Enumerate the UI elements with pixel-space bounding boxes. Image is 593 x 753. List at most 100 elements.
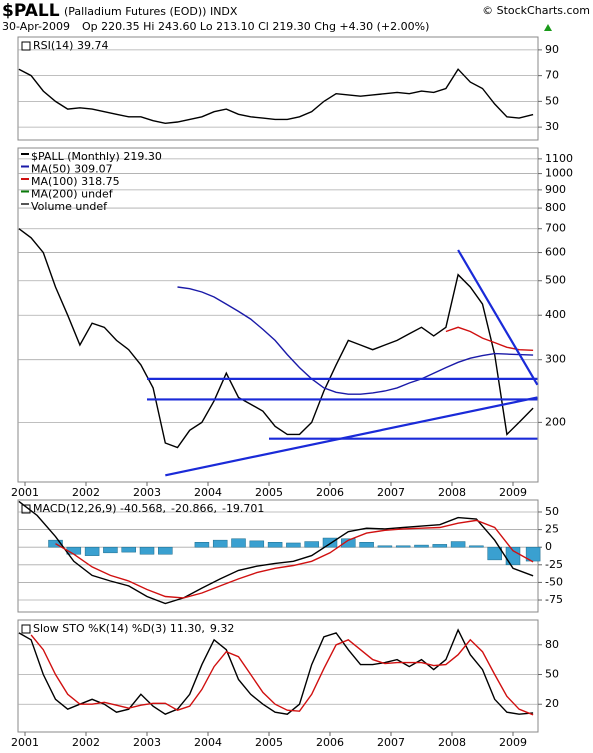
- legend-label: MA(200) undef: [31, 188, 114, 201]
- series-line: [18, 628, 534, 715]
- y-tick-label: 600: [545, 246, 566, 259]
- y-tick-label: 800: [545, 201, 566, 214]
- legend-label: 9.32: [210, 622, 235, 635]
- histogram-bar: [231, 538, 246, 548]
- x-tick-label: 2004: [194, 486, 222, 499]
- date: 30-Apr-2009: [2, 20, 70, 33]
- histogram-bar: [158, 546, 173, 555]
- y-tick-label: 80: [545, 638, 559, 651]
- histogram-bar: [377, 545, 393, 548]
- x-tick-label: 2006: [316, 736, 344, 749]
- histogram-bar: [450, 541, 466, 548]
- legend-swatch: [21, 165, 29, 168]
- x-tick-label: 2008: [438, 486, 466, 499]
- histogram-bar: [103, 546, 118, 554]
- histogram-bar: [139, 546, 155, 555]
- y-tick-label: 1100: [545, 152, 573, 165]
- up-arrow: [544, 24, 552, 31]
- y-tick-label: 500: [545, 274, 566, 287]
- histogram-bar: [525, 546, 541, 562]
- legend-swatch: [21, 178, 29, 180]
- x-tick-label: 2004: [194, 736, 222, 749]
- trendline: [457, 249, 539, 386]
- series-line: [18, 68, 534, 125]
- legend-label: Slow STO %K(14) %D(3) 11.30,: [33, 622, 205, 635]
- y-tick-label: 0: [545, 540, 552, 553]
- y-tick-label: 30: [545, 120, 559, 133]
- y-tick-label: 50: [545, 505, 559, 518]
- series-line: [18, 228, 534, 449]
- histogram-bar: [286, 542, 301, 548]
- description: (Palladium Futures (EOD)) INDX: [64, 5, 238, 18]
- x-tick-label: 2007: [377, 736, 405, 749]
- x-tick-label: 2008: [438, 736, 466, 749]
- legend-swatch: [21, 41, 31, 51]
- x-tick-label: 2002: [72, 736, 100, 749]
- panel-frame: [17, 619, 539, 733]
- x-tick-label: 2007: [377, 486, 405, 499]
- histogram-bar: [84, 546, 100, 556]
- histogram-bar: [414, 544, 429, 548]
- x-tick-label: 2009: [499, 736, 527, 749]
- x-tick-label: 2009: [499, 486, 527, 499]
- series-line: [18, 500, 534, 605]
- legend-label: Volume undef: [31, 200, 108, 213]
- series-line: [177, 286, 534, 395]
- panel-frame: [17, 36, 539, 141]
- histogram-bar: [432, 544, 448, 548]
- legend-swatch: [21, 153, 29, 155]
- histogram-bar: [194, 542, 210, 548]
- histogram-bar: [121, 546, 136, 553]
- y-tick-label: 90: [545, 43, 559, 56]
- histogram-bar: [395, 545, 411, 548]
- histogram-bar: [249, 540, 265, 548]
- histogram-bar: [212, 539, 228, 548]
- histogram-bar: [267, 542, 283, 548]
- trendline: [165, 396, 538, 477]
- legend-swatch: [21, 624, 31, 634]
- series-line: [30, 634, 534, 716]
- legend-swatch: [21, 504, 31, 514]
- y-tick-label: 200: [545, 415, 566, 428]
- y-tick-label: -50: [545, 575, 563, 588]
- legend-label: RSI(14) 39.74: [33, 39, 108, 52]
- y-tick-label: 50: [545, 94, 559, 107]
- y-tick-label: 900: [545, 183, 566, 196]
- x-tick-label: 2003: [133, 486, 161, 499]
- legend-label: -20.866,: [171, 502, 217, 515]
- y-tick-label: -75: [545, 593, 563, 606]
- x-tick-label: 2006: [316, 486, 344, 499]
- histogram-bar: [469, 545, 484, 548]
- symbol: $PALL: [2, 1, 60, 21]
- copyright: © StockCharts.com: [482, 4, 590, 17]
- histogram-bar: [359, 542, 374, 548]
- x-tick-label: 2005: [255, 486, 283, 499]
- histogram-bar: [48, 539, 63, 548]
- histogram-bar: [341, 538, 356, 548]
- y-tick-label: 300: [545, 353, 566, 366]
- x-tick-label: 2002: [72, 486, 100, 499]
- y-tick-label: 70: [545, 69, 559, 82]
- legend-label: MACD(12,26,9) -40.568,: [33, 502, 166, 515]
- legend-label: $PALL (Monthly) 219.30: [31, 150, 162, 163]
- quote: Op 220.35 Hi 243.60 Lo 213.10 Cl 219.30 …: [82, 20, 429, 33]
- x-tick-label: 2001: [11, 486, 39, 499]
- legend-label: -19.701: [222, 502, 264, 515]
- y-tick-label: 700: [545, 222, 566, 235]
- series-line: [55, 519, 534, 599]
- y-tick-label: 25: [545, 523, 559, 536]
- histogram-bar: [487, 546, 502, 561]
- legend-swatch: [21, 203, 29, 205]
- y-tick-label: 50: [545, 668, 559, 681]
- histogram-bar: [304, 541, 319, 548]
- x-tick-label: 2005: [255, 736, 283, 749]
- y-tick-label: 400: [545, 308, 566, 321]
- histogram-bar: [505, 546, 521, 566]
- x-tick-label: 2003: [133, 736, 161, 749]
- legend-label: MA(100) 318.75: [31, 175, 120, 188]
- legend-swatch: [21, 190, 29, 193]
- legend-label: MA(50) 309.07: [31, 163, 113, 176]
- x-tick-label: 2001: [11, 736, 39, 749]
